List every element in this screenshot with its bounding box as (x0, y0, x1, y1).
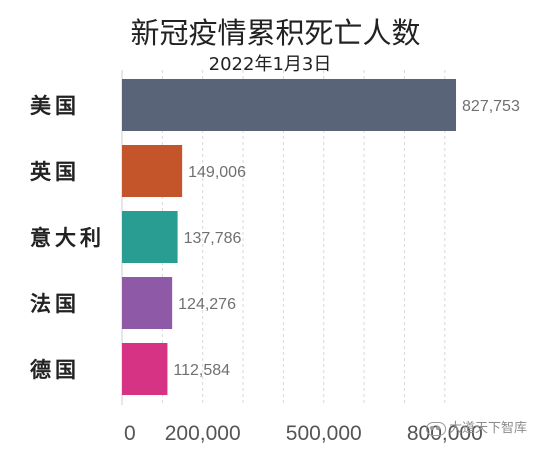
chart-title: 新冠疫情累积死亡人数 (130, 16, 421, 50)
value-label-4: 112,584 (173, 362, 230, 379)
value-label-0: 827,753 (462, 98, 520, 115)
bar-4 (122, 343, 168, 395)
x-tick-label-1: 200,000 (165, 422, 241, 445)
watermark: 大道天下智库 (426, 417, 527, 436)
wechat-logo-icon (426, 421, 446, 436)
x-tick-label-0: 0 (124, 422, 136, 445)
bar-3 (122, 277, 173, 329)
category-label-2: 意大利 (30, 225, 105, 250)
category-label-1: 英国 (30, 159, 80, 184)
watermark-text: 大道天下智库 (449, 421, 528, 436)
value-label-3: 124,276 (178, 296, 236, 313)
category-label-4: 德国 (30, 357, 80, 382)
value-label-1: 149,006 (188, 164, 246, 181)
bar-1 (122, 145, 183, 197)
bar-2 (122, 211, 178, 263)
x-tick-label-3: 800,000 (407, 422, 483, 445)
bar-0 (122, 79, 457, 131)
x-tick-label-2: 500,000 (286, 422, 362, 445)
category-label-3: 法国 (30, 291, 80, 316)
chart-subtitle: 2022年1月3日 (208, 54, 332, 75)
value-label-2: 137,786 (184, 230, 242, 247)
category-label-0: 美国 (30, 93, 80, 118)
